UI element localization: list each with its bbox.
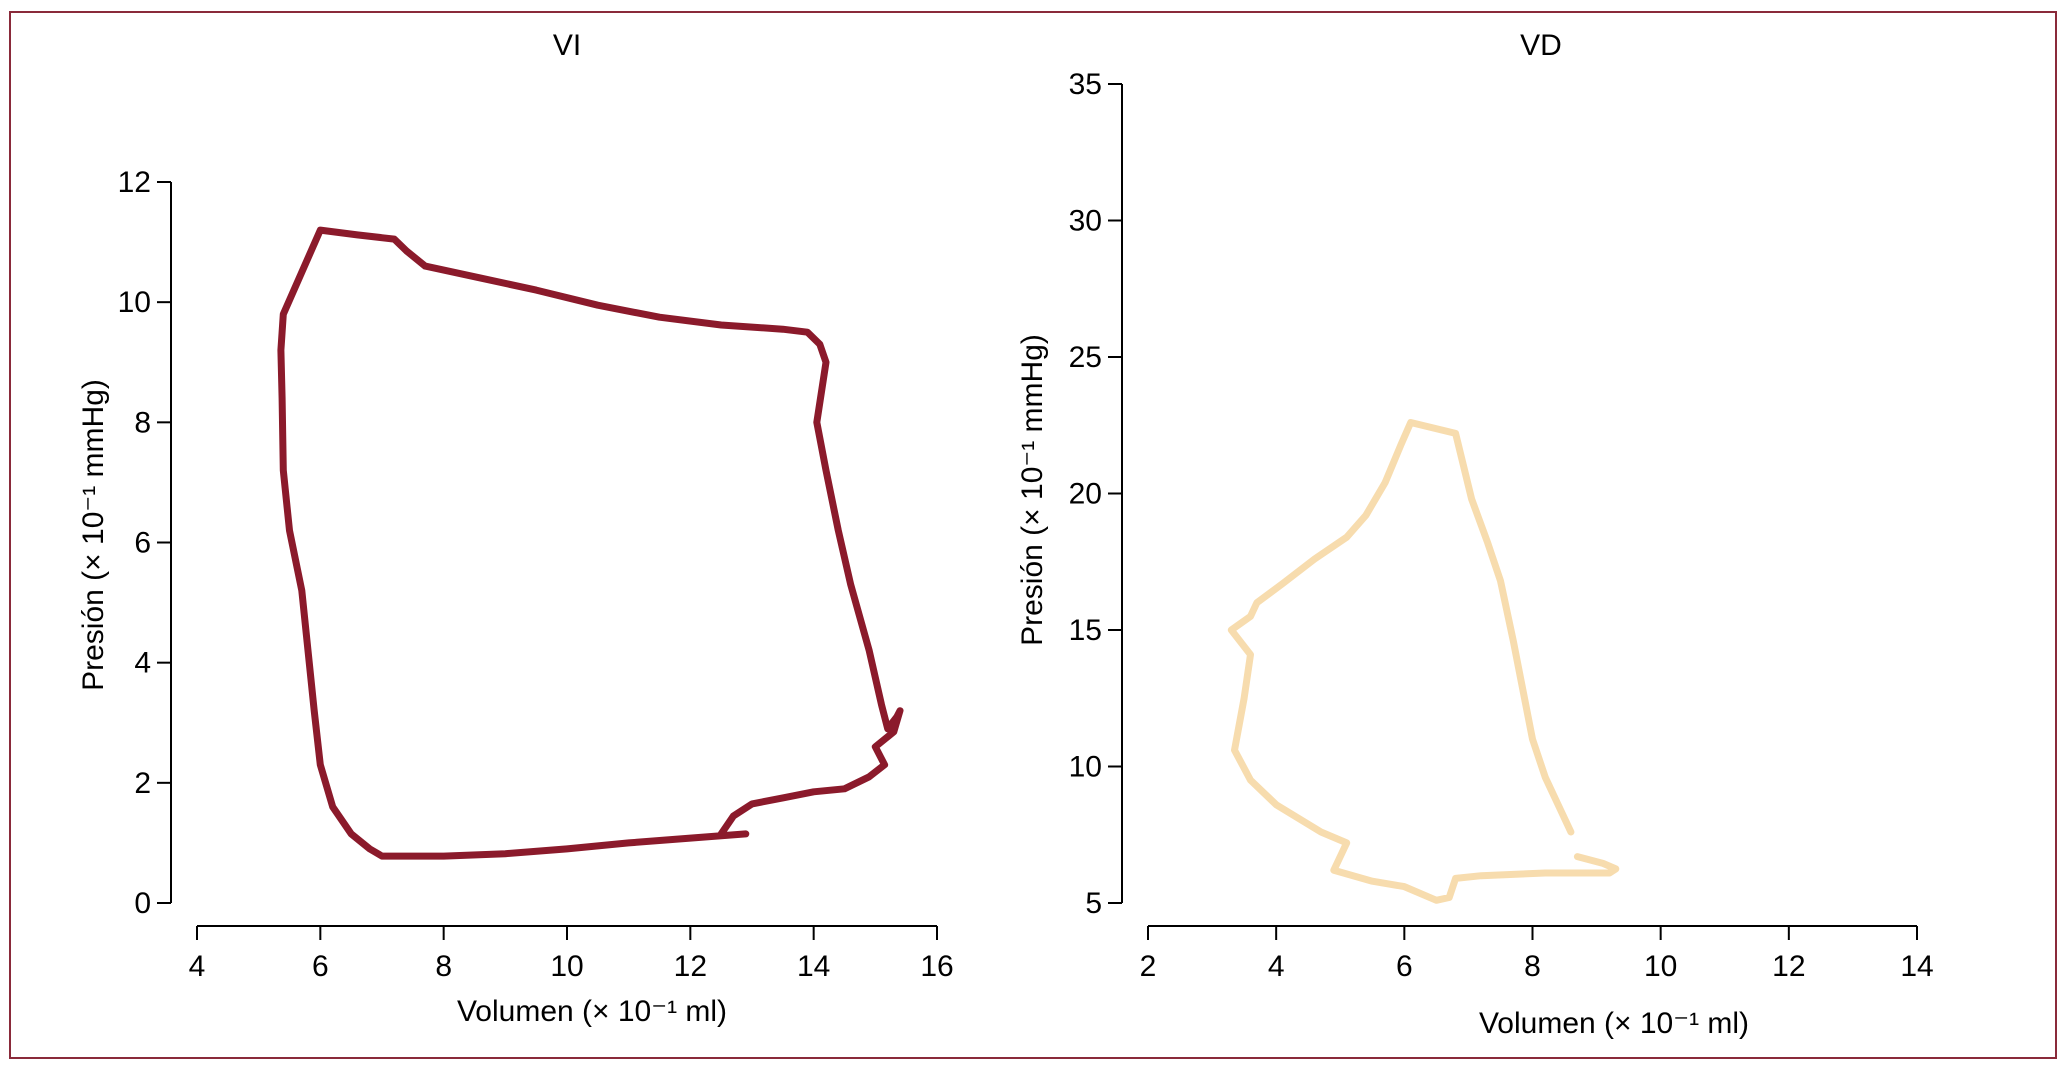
x-tick-label-vi: 16 — [920, 950, 953, 983]
x-tick-label-vd: 4 — [1268, 950, 1285, 983]
x-tick-label-vi: 14 — [797, 950, 830, 983]
y-tick-label-vd: 20 — [1069, 478, 1102, 511]
x-tick-label-vd: 10 — [1644, 950, 1677, 983]
x-tick-label-vd: 8 — [1524, 950, 1541, 983]
x-tick-label-vd: 6 — [1396, 950, 1413, 983]
chart-panel-vi: VI 0 2 4 6 8 10 12 4 6 8 10 12 14 16 Presión (× 10⁻¹… — [77, 29, 954, 1028]
y-axis-label-vi: Presión (× 10⁻¹ mmHg) — [77, 379, 110, 691]
x-tick-label-vd: 2 — [1140, 950, 1157, 983]
chart-title-vi: VI — [553, 29, 581, 62]
y-tick-label-vi: 0 — [134, 887, 151, 920]
y-tick-label-vi: 2 — [134, 767, 151, 800]
pv-loop-vd — [1227, 419, 1620, 904]
y-axis-vi: 0 2 4 6 8 10 12 — [118, 166, 172, 920]
x-axis-label-vi: Volumen (× 10⁻¹ ml) — [457, 995, 727, 1028]
x-tick-label-vi: 6 — [312, 950, 329, 983]
x-axis-label-vd: Volumen (× 10⁻¹ ml) — [1479, 1007, 1749, 1040]
x-axis-vd: 2 4 6 8 10 12 14 — [1140, 925, 1934, 983]
x-tick-label-vi: 12 — [674, 950, 707, 983]
y-tick-label-vd: 25 — [1069, 341, 1102, 374]
x-axis-vi: 4 6 8 10 12 14 16 — [189, 925, 954, 983]
y-tick-label-vi: 6 — [134, 527, 151, 560]
x-tick-label-vi: 10 — [550, 950, 583, 983]
figure-frame — [9, 11, 2057, 1059]
y-tick-label-vi: 8 — [134, 406, 151, 439]
y-tick-label-vd: 10 — [1069, 751, 1102, 784]
y-tick-label-vd: 5 — [1085, 887, 1102, 920]
chart-panel-vd: VD 5 10 15 20 25 30 35 2 4 6 8 10 12 14 Presión (× 1… — [1016, 29, 1934, 1040]
y-tick-label-vi: 4 — [134, 647, 151, 680]
x-tick-label-vd: 14 — [1900, 950, 1933, 983]
y-tick-label-vd: 15 — [1069, 614, 1102, 647]
y-tick-label-vi: 10 — [118, 286, 151, 319]
x-tick-label-vi: 8 — [435, 950, 452, 983]
pv-loop-vi — [277, 226, 904, 860]
y-tick-label-vd: 30 — [1069, 205, 1102, 238]
y-tick-label-vd: 35 — [1069, 68, 1102, 101]
y-tick-label-vi: 12 — [118, 166, 151, 199]
chart-title-vd: VD — [1520, 29, 1562, 62]
x-tick-label-vd: 12 — [1772, 950, 1805, 983]
y-axis-label-vd: Presión (× 10⁻¹ mmHg) — [1016, 334, 1049, 646]
x-tick-label-vi: 4 — [189, 950, 206, 983]
y-axis-vd: 5 10 15 20 25 30 35 — [1069, 68, 1123, 920]
